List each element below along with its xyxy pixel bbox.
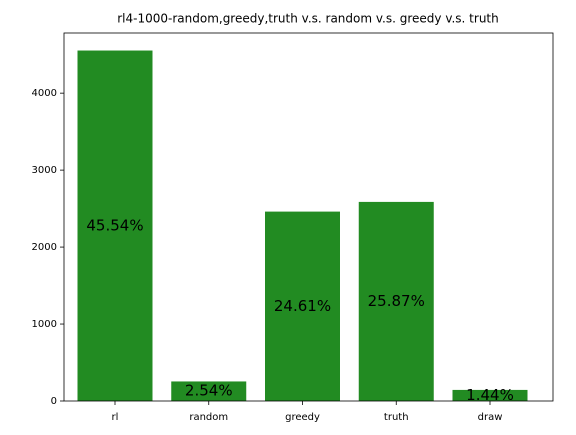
x-tick-label: rl bbox=[112, 412, 119, 423]
value-label: 25.87% bbox=[368, 292, 425, 310]
chart-title: rl4-1000-random,greedy,truth v.s. random… bbox=[117, 12, 499, 26]
y-tick-label: 1000 bbox=[32, 319, 57, 330]
axes-frame bbox=[63, 32, 554, 402]
value-label: 2.54% bbox=[185, 382, 233, 400]
x-tick-label: random bbox=[189, 412, 228, 423]
x-tick-label: draw bbox=[478, 412, 503, 423]
bar bbox=[358, 201, 434, 401]
y-tick-label: 3000 bbox=[32, 165, 57, 176]
y-tick-label: 2000 bbox=[32, 242, 57, 253]
value-label: 45.54% bbox=[86, 216, 143, 234]
bar bbox=[265, 211, 340, 401]
bar bbox=[77, 50, 153, 402]
value-label: 24.61% bbox=[274, 297, 331, 315]
value-label: 1.44% bbox=[466, 386, 514, 404]
x-tick-label: greedy bbox=[285, 412, 320, 423]
bar bbox=[452, 389, 528, 401]
y-tick-label: 4000 bbox=[32, 88, 57, 99]
x-tick-label: truth bbox=[384, 412, 409, 423]
bar bbox=[171, 381, 247, 401]
y-tick-label: 0 bbox=[51, 396, 57, 407]
